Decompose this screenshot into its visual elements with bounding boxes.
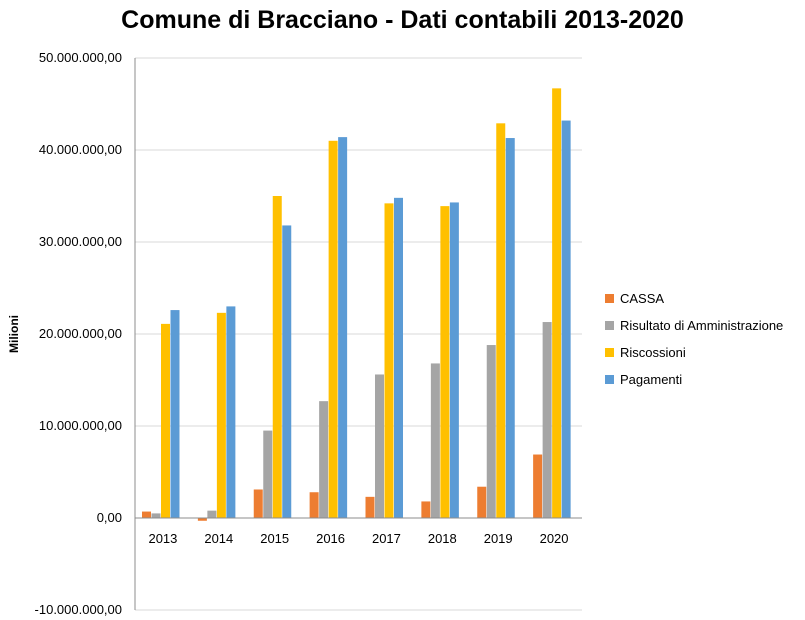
legend-item: Risultato di Amministrazione <box>605 312 783 339</box>
chart-legend: CASSA Risultato di Amministrazione Riscoss… <box>605 285 783 393</box>
x-tick-label: 2014 <box>204 531 233 546</box>
bar-risultato-di-amministrazione <box>486 345 496 518</box>
bar-riscossioni <box>552 88 562 519</box>
bar-riscossioni <box>328 140 338 519</box>
legend-label: Pagamenti <box>620 372 683 387</box>
bar-cassa <box>421 501 431 518</box>
legend-item: CASSA <box>605 285 783 312</box>
legend-label: Riscossioni <box>620 345 686 360</box>
bar-risultato-di-amministrazione <box>430 363 440 518</box>
chart-title: Comune di Bracciano - Dati contabili 201… <box>121 6 684 34</box>
bar-cassa <box>197 518 207 521</box>
bar-riscossioni <box>496 123 506 518</box>
y-tick-label: 0,00 <box>97 510 122 525</box>
bar-pagamenti <box>226 306 236 518</box>
bar-riscossioni <box>272 196 282 518</box>
y-axis-title: Milioni <box>7 315 21 353</box>
legend-label: CASSA <box>620 291 665 306</box>
bar-risultato-di-amministrazione <box>151 513 161 518</box>
bar-cassa <box>365 496 375 518</box>
bar-pagamenti <box>449 202 459 518</box>
y-tick-label: -10.000.000,00 <box>35 602 122 617</box>
bar-pagamenti <box>282 225 292 518</box>
bar-cassa <box>142 511 151 518</box>
bar-cassa <box>253 489 263 518</box>
bar-riscossioni <box>161 323 170 518</box>
x-tick-label: 2016 <box>316 531 345 546</box>
x-tick-label: 2017 <box>372 531 401 546</box>
y-tick-label: 40.000.000,00 <box>39 142 122 157</box>
bar-pagamenti <box>561 120 571 518</box>
legend-label: Risultato di Amministrazione <box>620 318 784 333</box>
legend-item: Pagamenti <box>605 366 783 393</box>
bar-pagamenti <box>505 138 515 519</box>
bar-pagamenti <box>170 310 180 518</box>
bar-cassa <box>477 486 487 518</box>
x-tick-label: 2018 <box>428 531 457 546</box>
x-tick-label: 2015 <box>260 531 289 546</box>
bar-cassa <box>309 492 319 518</box>
legend-swatch <box>605 348 614 357</box>
y-tick-label: 20.000.000,00 <box>39 326 122 341</box>
bar-risultato-di-amministrazione <box>542 322 552 518</box>
bar-pagamenti <box>394 197 403 518</box>
bar-pagamenti <box>338 137 348 518</box>
x-tick-label: 2019 <box>484 531 513 546</box>
legend-item: Riscossioni <box>605 339 783 366</box>
bar-riscossioni <box>440 206 450 518</box>
bar-cassa <box>533 454 543 518</box>
bar-riscossioni <box>216 312 226 518</box>
bar-risultato-di-amministrazione <box>263 430 273 518</box>
bar-risultato-di-amministrazione <box>207 510 217 518</box>
x-tick-label: 2020 <box>540 531 569 546</box>
bar-riscossioni <box>384 203 394 519</box>
y-tick-label: 10.000.000,00 <box>39 418 122 433</box>
legend-swatch <box>605 375 614 384</box>
x-tick-label: 2013 <box>148 531 177 546</box>
bar-risultato-di-amministrazione <box>319 401 329 518</box>
legend-swatch <box>605 294 614 303</box>
bar-risultato-di-amministrazione <box>375 374 384 518</box>
y-tick-label: 30.000.000,00 <box>39 234 122 249</box>
y-tick-label: 50.000.000,00 <box>39 50 122 65</box>
legend-swatch <box>605 321 614 330</box>
